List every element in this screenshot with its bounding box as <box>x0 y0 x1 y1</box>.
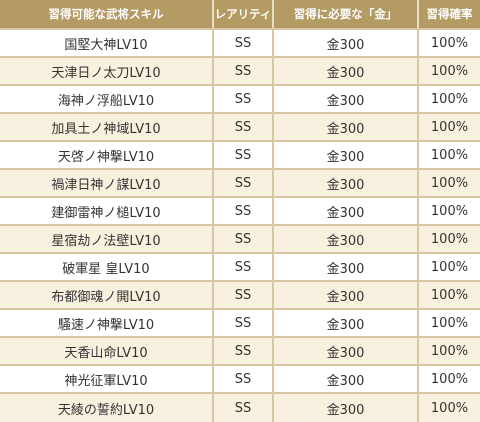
probability-cell: 100% <box>417 366 480 392</box>
gold-cost-cell: 金300 <box>272 366 417 392</box>
table-row: 加具土ノ神域LV10 SS 金300 100% <box>0 114 480 142</box>
skill-name-cell: 天津日ノ太刀LV10 <box>51 65 161 81</box>
skill-name-cell: 騒速ノ神撃LV10 <box>57 317 155 333</box>
table-row: 天香山命LV10 SS 金300 100% <box>0 338 480 366</box>
probability-cell: 100% <box>417 198 480 224</box>
table-header-row: 習得可能な武将スキル レアリティ 習得に必要な「金」 習得確率 <box>0 0 480 30</box>
probability-cell: 100% <box>417 338 480 364</box>
header-rarity: レアリティ <box>212 0 272 28</box>
header-probability: 習得確率 <box>417 0 480 28</box>
probability-cell: 100% <box>417 282 480 308</box>
header-gold-cost: 習得に必要な「金」 <box>272 0 417 28</box>
rarity-cell: SS <box>212 114 272 140</box>
rarity-cell: SS <box>212 170 272 196</box>
table-row: 天津日ノ太刀LV10 SS 金300 100% <box>0 58 480 86</box>
probability-cell: 100% <box>417 86 480 112</box>
rarity-cell: SS <box>212 394 272 422</box>
gold-cost-cell: 金300 <box>272 114 417 140</box>
rarity-cell: SS <box>212 254 272 280</box>
skill-name-cell: 海神ノ浮船LV10 <box>57 93 155 109</box>
table-row: 星宿劫ノ法壁LV10 SS 金300 100% <box>0 226 480 254</box>
rarity-cell: SS <box>212 226 272 252</box>
probability-cell: 100% <box>417 226 480 252</box>
table-row: 天啓ノ神撃LV10 SS 金300 100% <box>0 142 480 170</box>
probability-cell: 100% <box>417 254 480 280</box>
table-row: 海神ノ浮船LV10 SS 金300 100% <box>0 86 480 114</box>
probability-cell: 100% <box>417 58 480 84</box>
gold-cost-cell: 金300 <box>272 58 417 84</box>
gold-cost-cell: 金300 <box>272 226 417 252</box>
table-row: 建御雷神ノ槌LV10 SS 金300 100% <box>0 198 480 226</box>
rarity-cell: SS <box>212 86 272 112</box>
gold-cost-cell: 金300 <box>272 30 417 56</box>
probability-cell: 100% <box>417 114 480 140</box>
skill-name-cell: 星宿劫ノ法壁LV10 <box>51 233 161 249</box>
rarity-cell: SS <box>212 310 272 336</box>
table-row: 破軍星 皇LV10 SS 金300 100% <box>0 254 480 282</box>
table-row: 布都御魂ノ閧LV10 SS 金300 100% <box>0 282 480 310</box>
rarity-cell: SS <box>212 58 272 84</box>
table-body: 国堅大神LV10 SS 金300 100% 天津日ノ太刀LV10 SS 金300 100% 海神… <box>0 30 480 422</box>
gold-cost-cell: 金300 <box>272 338 417 364</box>
gold-cost-cell: 金300 <box>272 394 417 422</box>
skill-name-cell: 天啓ノ神撃LV10 <box>57 149 155 165</box>
header-skill: 習得可能な武将スキル <box>48 7 164 21</box>
table-row: 禍津日神ノ謀LV10 SS 金300 100% <box>0 170 480 198</box>
gold-cost-cell: 金300 <box>272 282 417 308</box>
rarity-cell: SS <box>212 142 272 168</box>
skill-name-cell: 破軍星 皇LV10 <box>62 261 150 277</box>
skill-name-cell: 天綾の誓約LV10 <box>57 402 155 418</box>
gold-cost-cell: 金300 <box>272 310 417 336</box>
gold-cost-cell: 金300 <box>272 254 417 280</box>
skill-name-cell: 布都御魂ノ閧LV10 <box>51 289 161 305</box>
probability-cell: 100% <box>417 310 480 336</box>
skill-name-cell: 加具土ノ神域LV10 <box>51 121 161 137</box>
skill-name-cell: 国堅大神LV10 <box>64 37 148 53</box>
gold-cost-cell: 金300 <box>272 170 417 196</box>
probability-cell: 100% <box>417 170 480 196</box>
rarity-cell: SS <box>212 30 272 56</box>
probability-cell: 100% <box>417 30 480 56</box>
gold-cost-cell: 金300 <box>272 86 417 112</box>
probability-cell: 100% <box>417 394 480 422</box>
skill-name-cell: 禍津日神ノ謀LV10 <box>51 177 161 193</box>
skill-name-cell: 天香山命LV10 <box>64 345 148 361</box>
rarity-cell: SS <box>212 198 272 224</box>
table-row: 国堅大神LV10 SS 金300 100% <box>0 30 480 58</box>
probability-cell: 100% <box>417 142 480 168</box>
rarity-cell: SS <box>212 338 272 364</box>
table-row: 神光征軍LV10 SS 金300 100% <box>0 366 480 394</box>
table-row: 天綾の誓約LV10 SS 金300 100% <box>0 394 480 422</box>
table-row: 騒速ノ神撃LV10 SS 金300 100% <box>0 310 480 338</box>
skill-name-cell: 建御雷神ノ槌LV10 <box>51 205 161 221</box>
rarity-cell: SS <box>212 366 272 392</box>
rarity-cell: SS <box>212 282 272 308</box>
gold-cost-cell: 金300 <box>272 142 417 168</box>
skill-name-cell: 神光征軍LV10 <box>64 373 148 389</box>
gold-cost-cell: 金300 <box>272 198 417 224</box>
